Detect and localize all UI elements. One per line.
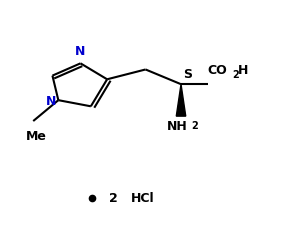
Text: 2: 2	[232, 70, 238, 80]
Text: HCl: HCl	[131, 192, 154, 205]
Text: Me: Me	[26, 130, 47, 143]
Text: NH: NH	[167, 120, 188, 133]
Text: N: N	[75, 45, 86, 58]
Text: N: N	[46, 95, 56, 108]
Text: S: S	[183, 67, 192, 81]
Text: CO: CO	[208, 64, 228, 77]
Text: 2: 2	[109, 192, 117, 205]
Polygon shape	[176, 84, 186, 116]
Text: H: H	[238, 64, 248, 77]
Text: 2: 2	[191, 121, 198, 131]
